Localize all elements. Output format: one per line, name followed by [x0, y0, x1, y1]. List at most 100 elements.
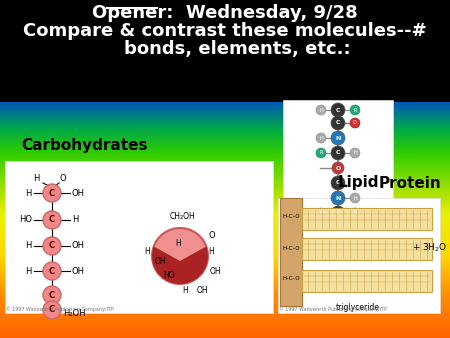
Bar	[0, 196, 450, 198]
Bar	[0, 174, 450, 176]
Text: C: C	[336, 150, 340, 155]
Bar	[0, 124, 450, 126]
Bar	[0, 162, 450, 163]
Text: Compare & contrast these molecules--#: Compare & contrast these molecules--#	[23, 22, 427, 40]
Bar	[0, 300, 450, 302]
Bar	[0, 263, 450, 264]
Text: H: H	[26, 189, 32, 197]
Text: OH: OH	[210, 266, 221, 275]
Bar	[0, 210, 450, 211]
Bar	[0, 200, 450, 202]
Text: Opener:  Wednesday, 9/28: Opener: Wednesday, 9/28	[92, 4, 358, 22]
Text: C: C	[336, 107, 340, 113]
Text: Lipid: Lipid	[337, 175, 379, 190]
Bar	[0, 252, 450, 254]
Circle shape	[316, 105, 326, 115]
Bar	[0, 141, 450, 142]
Bar	[0, 134, 450, 135]
Bar	[0, 260, 450, 261]
Bar	[0, 311, 450, 312]
Bar	[0, 234, 450, 235]
Bar	[0, 269, 450, 271]
Bar	[0, 154, 450, 156]
Polygon shape	[152, 228, 208, 284]
Circle shape	[332, 162, 344, 174]
Bar	[0, 306, 450, 307]
Bar	[0, 336, 450, 337]
Bar	[0, 101, 450, 103]
Bar	[0, 167, 450, 168]
Text: N: N	[335, 195, 341, 200]
Bar	[0, 272, 450, 274]
Bar	[0, 261, 450, 262]
Bar	[0, 307, 450, 308]
Bar	[0, 268, 450, 270]
Circle shape	[43, 286, 61, 304]
Bar	[0, 262, 450, 263]
Circle shape	[350, 148, 360, 158]
Text: C: C	[49, 241, 55, 250]
Circle shape	[316, 148, 326, 158]
Bar	[0, 328, 450, 329]
Bar	[0, 155, 450, 157]
Bar	[0, 204, 450, 206]
Bar	[0, 239, 450, 240]
Bar	[0, 215, 450, 216]
Bar	[0, 297, 450, 299]
Bar	[0, 317, 450, 319]
Bar	[0, 193, 450, 194]
Bar	[0, 137, 450, 138]
Bar	[0, 247, 450, 249]
Bar	[0, 116, 450, 117]
Bar	[0, 251, 450, 253]
Bar	[0, 186, 450, 187]
Bar	[0, 117, 450, 118]
Bar	[0, 158, 450, 159]
Bar	[0, 313, 450, 314]
Bar	[0, 171, 450, 173]
Bar	[0, 265, 450, 266]
Bar	[0, 242, 450, 244]
Bar	[0, 301, 450, 303]
Bar	[0, 257, 450, 258]
Bar	[0, 202, 450, 204]
Bar	[0, 111, 450, 112]
Bar	[0, 226, 450, 228]
Bar	[280, 198, 302, 306]
Bar	[0, 165, 450, 166]
Bar	[0, 0, 450, 102]
Bar	[0, 332, 450, 333]
Bar	[0, 208, 450, 209]
Text: + 3H$_2$O: + 3H$_2$O	[412, 242, 447, 254]
Bar	[0, 144, 450, 145]
Bar	[0, 264, 450, 265]
Bar	[0, 298, 450, 300]
Bar	[0, 266, 450, 268]
Bar	[0, 182, 450, 183]
Bar	[0, 218, 450, 220]
Bar	[0, 296, 450, 298]
Bar	[0, 136, 450, 137]
Text: C: C	[49, 216, 55, 224]
Bar	[0, 334, 450, 335]
Bar	[302, 208, 432, 230]
Bar	[0, 217, 450, 218]
Bar	[0, 335, 450, 336]
Bar	[0, 337, 450, 338]
Bar	[0, 250, 450, 252]
Bar	[0, 244, 450, 246]
Bar	[0, 281, 450, 282]
Bar	[0, 279, 450, 280]
Bar	[0, 246, 450, 248]
Bar	[302, 270, 432, 292]
Text: Protein: Protein	[378, 175, 441, 191]
Bar	[0, 245, 450, 247]
Text: H: H	[208, 246, 214, 256]
Bar	[0, 222, 450, 224]
Bar	[0, 271, 450, 273]
Bar	[0, 135, 450, 136]
Bar	[0, 285, 450, 286]
Bar	[0, 235, 450, 236]
Bar	[278, 198, 440, 313]
Bar	[0, 308, 450, 309]
